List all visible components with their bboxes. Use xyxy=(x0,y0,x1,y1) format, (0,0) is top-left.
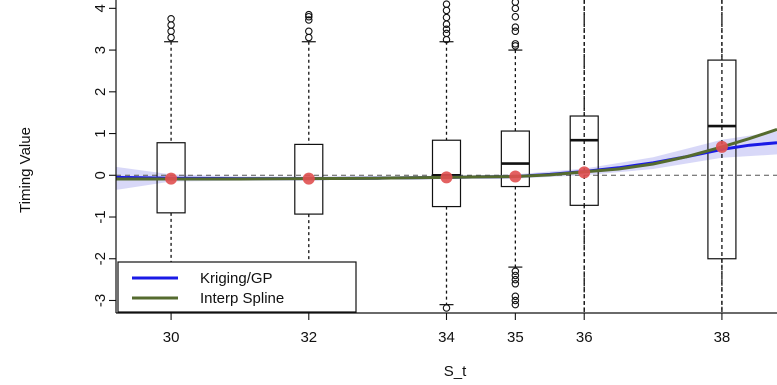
legend-label: Kriging/GP xyxy=(200,270,273,287)
x-tick-label: 34 xyxy=(438,329,455,346)
x-tick-label: 36 xyxy=(576,329,593,346)
fit-lines-layer xyxy=(115,127,777,181)
legend-label: Interp Spline xyxy=(200,290,284,307)
x-tick-label: 32 xyxy=(300,329,317,346)
data-point xyxy=(165,172,178,185)
y-tick-label: 1 xyxy=(92,129,109,137)
y-tick-label: -3 xyxy=(92,294,109,307)
outlier-point xyxy=(511,4,520,13)
outlier-point xyxy=(511,280,520,288)
outlier-point xyxy=(511,292,520,301)
box-38 xyxy=(707,0,737,313)
y-tick-label: 4 xyxy=(92,4,109,12)
outlier-point xyxy=(511,267,520,276)
outlier-point xyxy=(305,10,313,19)
y-tick-label: 3 xyxy=(92,46,109,54)
outlier-point xyxy=(167,33,175,42)
outlier-point xyxy=(511,42,520,50)
outlier-point xyxy=(511,271,520,280)
y-tick-label: -1 xyxy=(92,210,109,223)
data-point xyxy=(578,166,591,179)
data-point xyxy=(302,172,315,185)
x-tick-label: 38 xyxy=(714,329,731,346)
outlier-point xyxy=(305,16,313,24)
outlier-point xyxy=(442,6,451,15)
outlier-point xyxy=(167,27,175,36)
series-line-interp-spline xyxy=(116,127,777,181)
outlier-point xyxy=(442,0,451,8)
box-iqr xyxy=(707,59,737,260)
data-point xyxy=(715,140,728,153)
outlier-point xyxy=(511,27,520,36)
outlier-point xyxy=(511,0,520,6)
data-point xyxy=(440,171,453,184)
box-34 xyxy=(431,0,462,312)
outlier-point xyxy=(305,33,313,42)
outlier-point xyxy=(442,304,451,312)
y-axis-title: Timing Value xyxy=(17,127,34,213)
outlier-point xyxy=(442,25,451,33)
outlier-point xyxy=(305,12,313,21)
legend: Kriging/GP Interp Spline xyxy=(117,261,357,313)
outlier-point xyxy=(305,27,313,36)
data-point xyxy=(509,170,522,183)
legend-box xyxy=(117,261,357,313)
y-tick-label: 2 xyxy=(92,88,109,96)
y-tick-label: -2 xyxy=(92,252,109,265)
box-iqr xyxy=(569,115,599,206)
outlier-point xyxy=(511,23,520,31)
box-iqr xyxy=(431,139,462,208)
outlier-point xyxy=(511,296,520,305)
box-iqr xyxy=(500,130,530,188)
outlier-point xyxy=(511,40,520,48)
x-tick-label: 35 xyxy=(507,329,524,346)
y-tick-label: 0 xyxy=(92,171,109,179)
outlier-point xyxy=(167,21,175,29)
outlier-point xyxy=(511,12,520,21)
mean-points-layer xyxy=(165,140,728,185)
box-36 xyxy=(569,0,599,313)
outlier-point xyxy=(511,275,520,284)
outlier-point xyxy=(442,13,451,22)
x-axis-title: S_t xyxy=(444,363,467,380)
outlier-point xyxy=(167,15,175,23)
box-35 xyxy=(500,0,530,309)
outlier-point xyxy=(442,29,451,38)
outlier-point xyxy=(511,300,520,309)
x-tick-label: 30 xyxy=(163,329,180,346)
